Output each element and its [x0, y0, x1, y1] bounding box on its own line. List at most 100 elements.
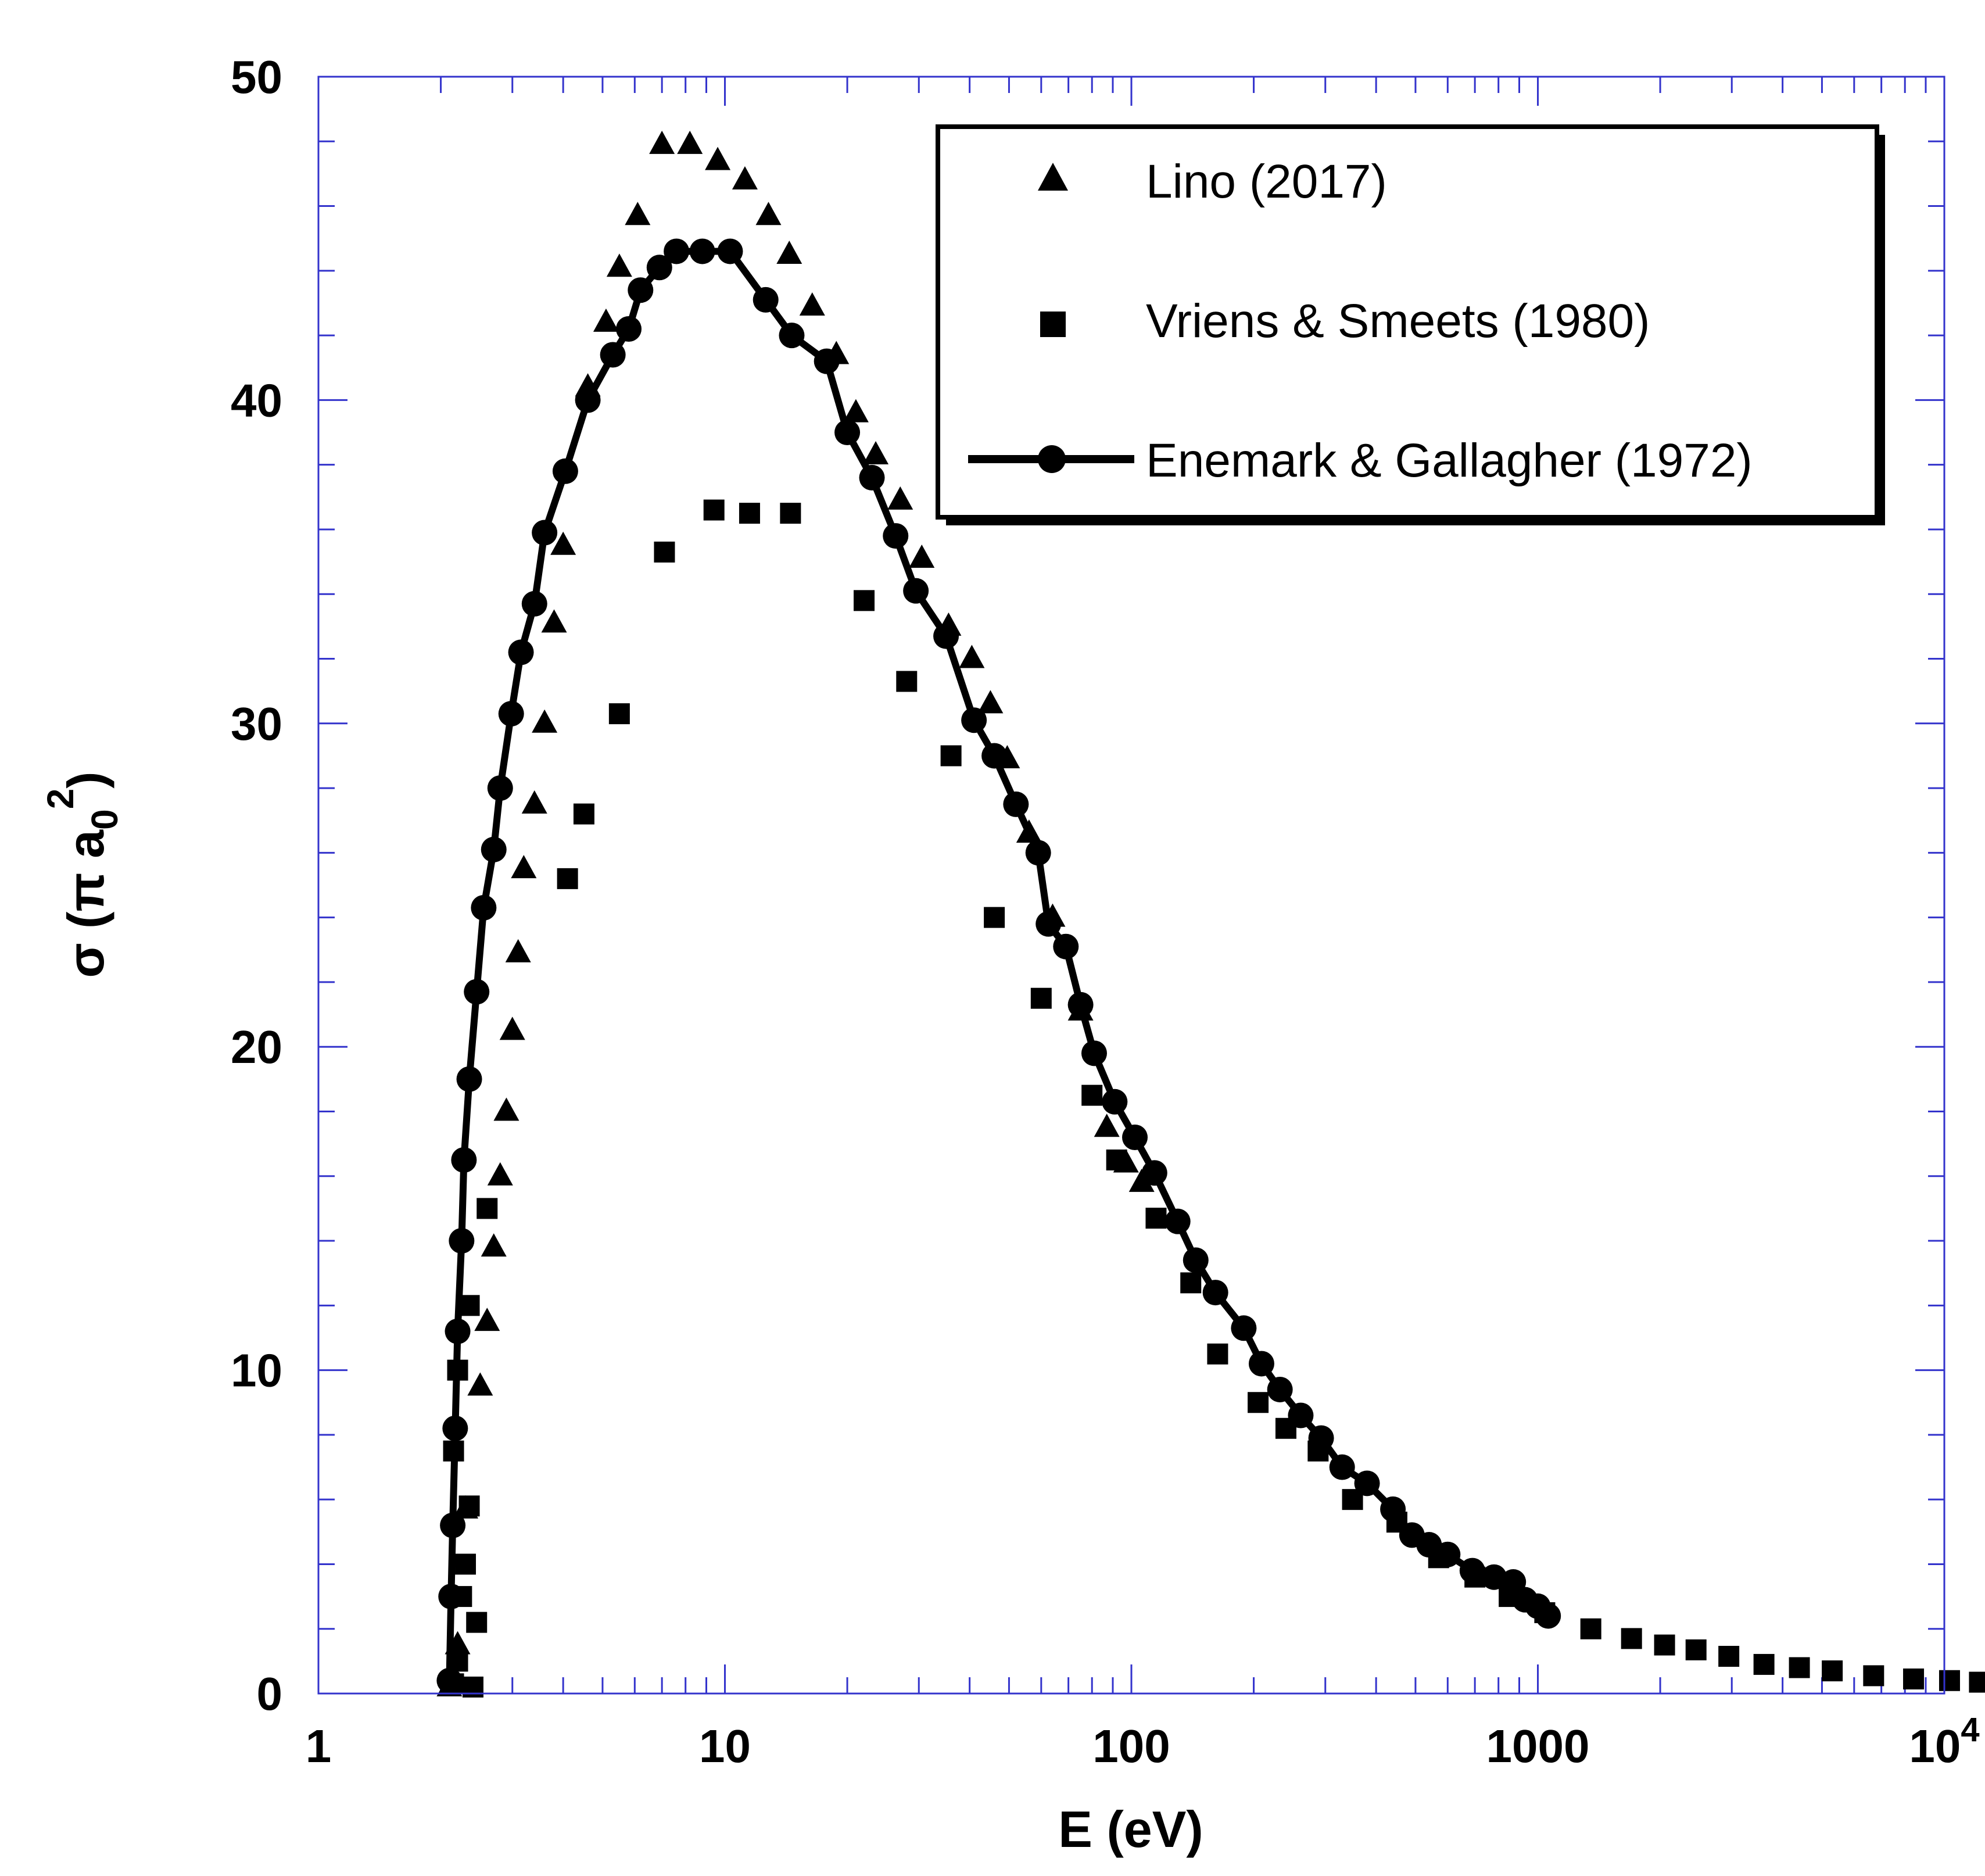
data-point-square	[1180, 1272, 1202, 1294]
data-point-square	[1863, 1665, 1884, 1687]
data-point-circle	[753, 287, 779, 313]
data-point-circle	[1067, 991, 1094, 1018]
data-point-circle	[1202, 1280, 1228, 1306]
data-point-circle	[1231, 1315, 1257, 1341]
data-point-square	[476, 1198, 498, 1219]
data-point-circle	[600, 342, 626, 368]
data-point-triangle	[887, 486, 913, 510]
data-point-circle	[487, 775, 513, 801]
data-point-triangle	[499, 1016, 525, 1040]
x-axis-title: E (eV)	[1058, 1800, 1203, 1858]
data-point-circle	[445, 1318, 471, 1344]
data-point-square	[854, 590, 875, 611]
data-point-circle	[1380, 1496, 1406, 1522]
data-point-triangle	[467, 1372, 493, 1396]
data-point-square	[896, 671, 918, 692]
series-triangle	[436, 130, 1155, 1696]
data-point-circle	[834, 420, 861, 446]
data-point-square	[1939, 1670, 1960, 1691]
legend-label-lino: Lino (2017)	[1146, 155, 1387, 208]
data-point-circle	[903, 578, 929, 604]
data-point-circle	[1183, 1247, 1209, 1273]
y-tick-label: 0	[257, 1668, 283, 1720]
data-point-square	[739, 503, 760, 524]
data-point-circle	[1308, 1425, 1334, 1451]
data-point-circle	[1053, 933, 1079, 960]
data-point-square	[1789, 1657, 1810, 1678]
legend: Lino (2017) Vriens & Smeets (1980) Enema…	[936, 124, 1885, 525]
x-tick-labels: 1 10 100 1000 104	[306, 1711, 1980, 1772]
data-point-circle	[933, 623, 959, 649]
data-point-circle	[646, 255, 672, 281]
data-point-circle	[451, 1147, 477, 1173]
y-axis-close-paren: )	[57, 771, 114, 788]
data-point-circle	[1003, 791, 1029, 817]
y-axis-title: σ (π a02)	[40, 771, 126, 978]
data-point-circle	[1036, 911, 1062, 937]
data-point-circle	[442, 1415, 468, 1441]
data-point-circle	[471, 894, 497, 921]
series-square	[443, 499, 1985, 1698]
data-point-circle	[498, 701, 524, 727]
data-point-triangle	[909, 545, 935, 568]
x-tick-label: 1	[306, 1720, 332, 1772]
data-point-triangle	[511, 855, 537, 879]
series-circle-line	[436, 238, 1561, 1694]
data-point-square	[1248, 1392, 1269, 1413]
data-point-circle	[1435, 1541, 1461, 1567]
data-point-circle	[436, 1667, 463, 1694]
data-point-triangle	[863, 441, 889, 464]
data-point-square	[1753, 1653, 1775, 1675]
data-point-square	[1822, 1660, 1843, 1682]
data-point-square	[780, 503, 801, 524]
data-point-circle	[1535, 1603, 1561, 1629]
data-point-triangle	[487, 1162, 513, 1186]
data-point-square	[1030, 987, 1052, 1009]
data-point-circle	[1081, 1040, 1107, 1066]
data-point-square	[608, 703, 630, 725]
data-point-triangle	[474, 1308, 500, 1331]
legend-triangle-marker	[1038, 163, 1068, 191]
data-point-triangle	[1094, 1114, 1120, 1137]
data-point-circle	[1248, 1351, 1274, 1377]
data-point-circle	[521, 590, 547, 617]
data-point-circle	[440, 1512, 466, 1538]
data-point-triangle	[799, 292, 825, 316]
data-point-square	[1718, 1646, 1740, 1667]
data-point-circle	[859, 464, 885, 491]
data-point-circle	[981, 743, 1008, 769]
data-point-square	[654, 541, 675, 563]
data-point-square	[455, 1553, 476, 1575]
y-tick-label: 30	[231, 698, 282, 750]
data-point-triangle	[977, 690, 1004, 714]
x-tick-label: 104	[1909, 1711, 1979, 1772]
y-axis-a: a	[57, 829, 114, 858]
data-point-circle	[449, 1228, 475, 1254]
y-tick-label: 20	[231, 1021, 282, 1073]
data-point-triangle	[755, 202, 782, 225]
data-point-circle	[1288, 1402, 1314, 1429]
data-point-triangle	[705, 146, 731, 170]
legend-box	[936, 124, 1879, 520]
data-point-circle	[1122, 1124, 1148, 1150]
data-point-circle	[575, 387, 601, 413]
data-point-circle	[464, 979, 490, 1005]
data-point-circle	[717, 238, 743, 264]
data-point-triangle	[732, 166, 758, 190]
data-point-triangle	[649, 130, 675, 154]
data-point-triangle	[677, 130, 703, 154]
data-point-square	[466, 1612, 488, 1633]
data-point-triangle	[625, 202, 651, 225]
data-point-circle	[1267, 1376, 1293, 1402]
data-point-triangle	[843, 399, 869, 423]
legend-circle-marker	[1038, 445, 1066, 473]
data-point-triangle	[505, 939, 531, 962]
x-tick-label: 1000	[1486, 1720, 1590, 1772]
data-point-circle	[779, 323, 805, 349]
y-axis-open-paren: (	[57, 911, 114, 943]
data-point-circle	[664, 238, 690, 264]
grid-and-ticks	[317, 76, 1945, 1695]
data-point-triangle	[593, 308, 619, 332]
data-point-triangle	[1128, 1168, 1155, 1192]
